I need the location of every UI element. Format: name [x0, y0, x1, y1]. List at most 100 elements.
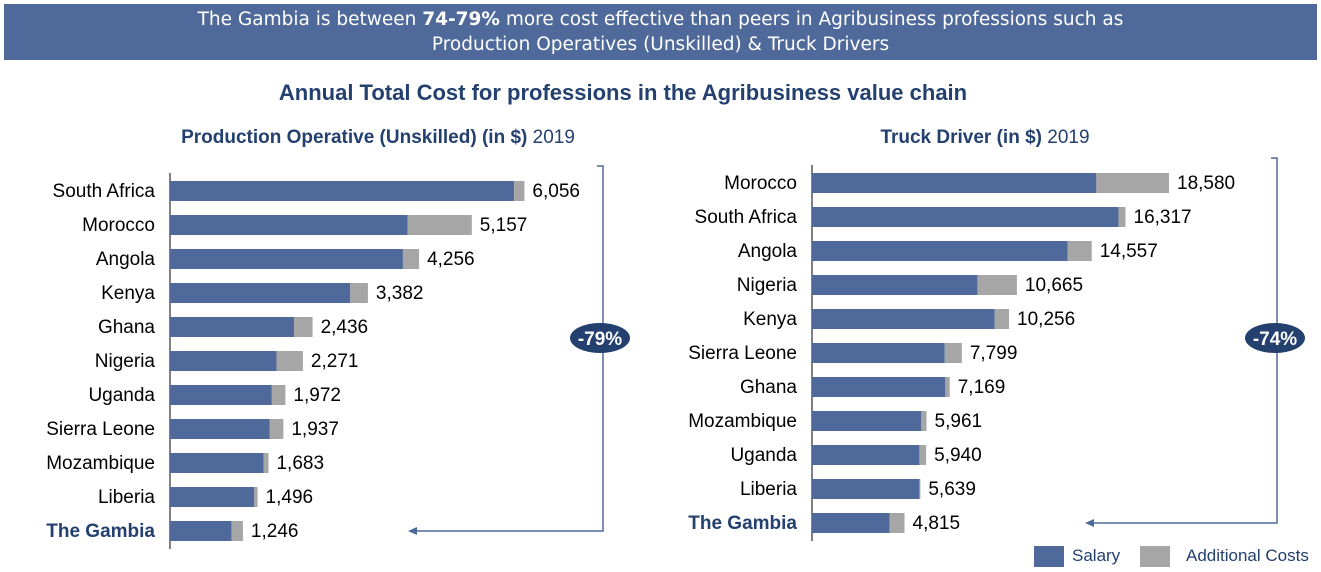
- po-arrow-head: [408, 527, 417, 535]
- po-total-label-uganda: 1,972: [293, 385, 341, 406]
- td-total-label-angola: 14,557: [1100, 241, 1158, 262]
- td-bar-salary-south-africa: [812, 207, 1119, 227]
- po-total-label-nigeria: 2,271: [311, 351, 359, 372]
- td-total-label-uganda: 5,940: [934, 445, 982, 466]
- headline-line-2: Production Operatives (Unskilled) & Truc…: [431, 34, 890, 55]
- po-savings-badge: [570, 323, 630, 353]
- po-bar-salary-ghana: [170, 317, 295, 337]
- po-total-label-the-gambia: 1,246: [251, 521, 299, 542]
- po-bar-additional-ghana: [294, 317, 313, 337]
- po-bar-additional-uganda: [271, 385, 286, 405]
- td-category-label-ghana: Ghana: [740, 377, 797, 398]
- td-category-label-liberia: Liberia: [740, 479, 797, 500]
- po-bar-salary-the-gambia: [170, 521, 232, 541]
- td-bar-salary-sierra-leone: [812, 343, 945, 363]
- td-category-label-mozambique: Mozambique: [688, 411, 797, 432]
- po-total-label-ghana: 2,436: [321, 317, 369, 338]
- td-category-label-uganda: Uganda: [730, 445, 797, 466]
- po-bar-salary-mozambique: [170, 453, 264, 473]
- td-total-label-south-africa: 16,317: [1134, 207, 1192, 228]
- legend-additional-label: Additional Costs: [1186, 546, 1309, 565]
- td-category-label-south-africa: South Africa: [695, 207, 798, 228]
- po-bar-salary-uganda: [170, 385, 272, 405]
- po-total-label-kenya: 3,382: [376, 283, 424, 304]
- chart-title-production-operative: Production Operative (Unskilled) (in $) …: [181, 127, 575, 148]
- po-bar-salary-morocco: [170, 215, 408, 235]
- po-bar-additional-liberia: [254, 487, 258, 507]
- po-total-label-angola: 4,256: [427, 249, 475, 270]
- td-bar-additional-angola: [1067, 241, 1092, 261]
- td-category-label-sierra-leone: Sierra Leone: [688, 343, 797, 364]
- td-bar-additional-kenya: [994, 309, 1010, 329]
- po-category-label-ghana: Ghana: [98, 317, 155, 338]
- td-bar-salary-mozambique: [812, 411, 922, 431]
- po-total-label-morocco: 5,157: [480, 215, 528, 236]
- td-bar-salary-uganda: [812, 445, 920, 465]
- td-total-label-sierra-leone: 7,799: [970, 343, 1018, 364]
- td-total-label-nigeria: 10,665: [1025, 275, 1083, 296]
- headline-line-1: The Gambia is between 74-79% more cost e…: [197, 9, 1124, 30]
- po-category-label-south-africa: South Africa: [53, 181, 156, 202]
- td-bar-salary-the-gambia: [812, 513, 890, 533]
- headline-banner: The Gambia is between 74-79% more cost e…: [4, 4, 1317, 60]
- td-bar-additional-morocco: [1096, 173, 1169, 193]
- td-bar-additional-nigeria: [977, 275, 1017, 295]
- po-category-label-nigeria: Nigeria: [95, 351, 156, 372]
- po-category-label-liberia: Liberia: [98, 487, 155, 508]
- po-category-label-sierra-leone: Sierra Leone: [46, 419, 155, 440]
- po-bar-additional-the-gambia: [231, 521, 243, 541]
- td-category-label-kenya: Kenya: [743, 309, 797, 330]
- main-title: Annual Total Cost for professions in the…: [278, 80, 968, 105]
- td-bar-salary-nigeria: [812, 275, 978, 295]
- td-bar-salary-liberia: [812, 479, 920, 499]
- po-bar-additional-mozambique: [263, 453, 269, 473]
- td-total-label-ghana: 7,169: [958, 377, 1006, 398]
- po-bar-additional-south-africa: [514, 181, 525, 201]
- td-bar-salary-kenya: [812, 309, 995, 329]
- po-bar-additional-nigeria: [276, 351, 303, 371]
- po-bar-additional-angola: [402, 249, 420, 269]
- po-category-label-mozambique: Mozambique: [46, 453, 155, 474]
- po-bar-additional-sierra-leone: [269, 419, 284, 439]
- td-bar-additional-liberia: [919, 479, 921, 499]
- td-category-label-nigeria: Nigeria: [737, 275, 798, 296]
- td-bar-additional-ghana: [945, 377, 950, 397]
- po-bar-salary-angola: [170, 249, 403, 269]
- td-bar-additional-mozambique: [921, 411, 927, 431]
- td-category-label-the-gambia: The Gambia: [688, 513, 797, 534]
- po-category-label-uganda: Uganda: [88, 385, 155, 406]
- td-category-label-morocco: Morocco: [724, 173, 797, 194]
- td-bar-salary-morocco: [812, 173, 1097, 193]
- po-bar-additional-morocco: [407, 215, 472, 235]
- td-savings-badge-text: -74%: [1253, 329, 1297, 350]
- td-bar-salary-ghana: [812, 377, 946, 397]
- td-bar-additional-the-gambia: [889, 513, 905, 533]
- td-total-label-mozambique: 5,961: [935, 411, 983, 432]
- legend-additional-swatch: [1140, 546, 1170, 567]
- td-category-label-angola: Angola: [738, 241, 798, 262]
- po-bar-salary-nigeria: [170, 351, 277, 371]
- po-savings-badge-text: -79%: [578, 329, 622, 350]
- po-bar-salary-kenya: [170, 283, 351, 303]
- td-savings-badge: [1245, 323, 1305, 353]
- po-bar-salary-liberia: [170, 487, 255, 507]
- td-total-label-the-gambia: 4,815: [913, 513, 961, 534]
- po-category-label-morocco: Morocco: [82, 215, 155, 236]
- chart-title-truck-driver: Truck Driver (in $) 2019: [880, 127, 1090, 148]
- legend-salary-label: Salary: [1072, 546, 1121, 565]
- po-bar-additional-kenya: [350, 283, 368, 303]
- po-category-label-kenya: Kenya: [101, 283, 155, 304]
- po-category-label-the-gambia: The Gambia: [46, 521, 155, 542]
- td-bar-salary-angola: [812, 241, 1068, 261]
- po-category-label-angola: Angola: [96, 249, 156, 270]
- po-bar-salary-sierra-leone: [170, 419, 270, 439]
- legend-salary-swatch: [1034, 546, 1064, 567]
- po-bar-salary-south-africa: [170, 181, 515, 201]
- td-total-label-liberia: 5,639: [928, 479, 976, 500]
- po-total-label-south-africa: 6,056: [532, 181, 580, 202]
- td-total-label-morocco: 18,580: [1177, 173, 1235, 194]
- td-bar-additional-uganda: [919, 445, 927, 465]
- td-total-label-kenya: 10,256: [1017, 309, 1075, 330]
- po-total-label-mozambique: 1,683: [276, 453, 324, 474]
